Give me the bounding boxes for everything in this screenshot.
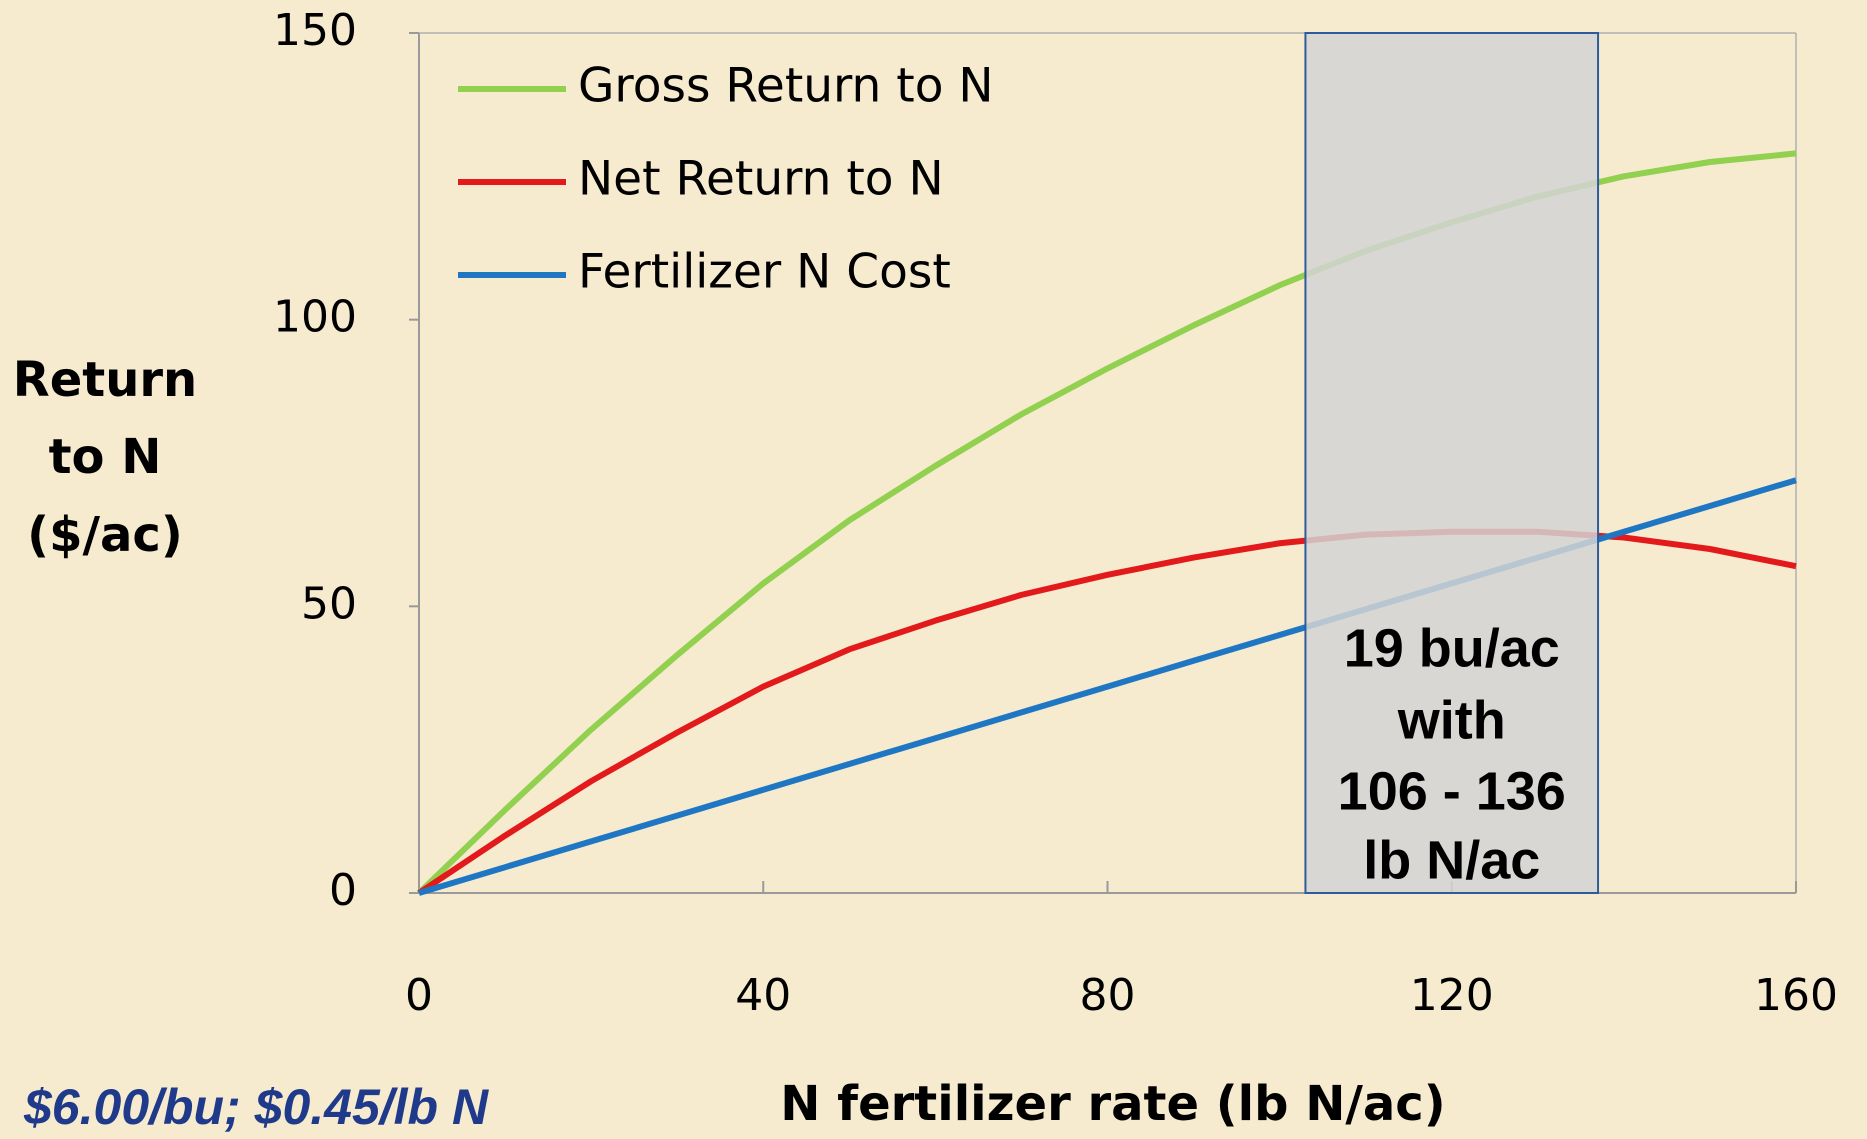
y-tick-label: 50 — [301, 578, 357, 629]
legend-label: Net Return to N — [578, 152, 944, 207]
x-tick-label: 120 — [1410, 970, 1494, 1021]
legend-label: Gross Return to N — [578, 59, 994, 114]
y-tick-label: 0 — [329, 865, 357, 916]
legend-label: Fertilizer N Cost — [578, 245, 951, 300]
x-tick-label: 160 — [1754, 970, 1838, 1021]
x-axis-label: N fertilizer rate (lb N/ac) — [780, 1076, 1445, 1132]
x-tick-label: 0 — [405, 970, 433, 1021]
annotation: lb N/ac — [1363, 830, 1540, 890]
y-tick-label: 100 — [273, 292, 357, 343]
annotation: 106 - 136 — [1338, 761, 1566, 821]
y-axis-label: Return — [13, 352, 197, 408]
shaded-range — [1304, 32, 1600, 894]
y-axis-label: to N — [49, 429, 162, 485]
x-tick-label: 40 — [735, 970, 791, 1021]
y-tick-label: 150 — [273, 5, 357, 56]
annotation: with — [1397, 690, 1506, 750]
annotation: 19 bu/ac — [1344, 618, 1560, 678]
x-tick-label: 80 — [1080, 970, 1136, 1021]
footnote: $6.00/bu; $0.45/lb N — [23, 1079, 489, 1135]
y-axis-label: ($/ac) — [27, 507, 183, 563]
